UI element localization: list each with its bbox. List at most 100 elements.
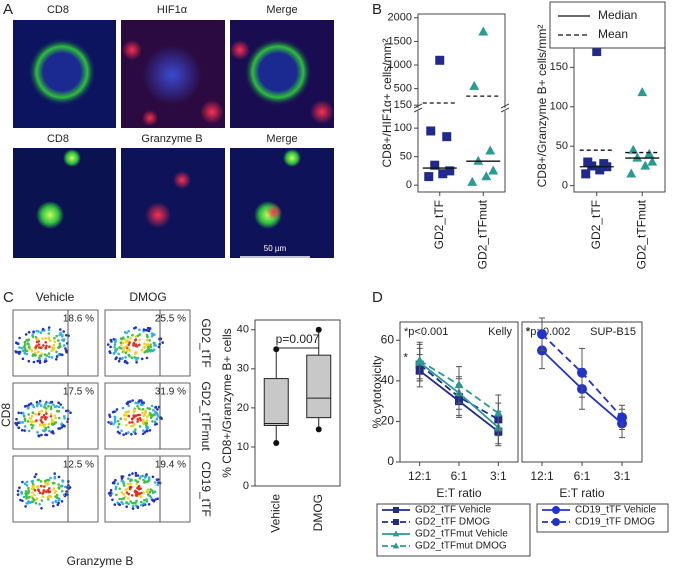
flow-dot [32, 330, 35, 334]
flow-dot [141, 432, 145, 436]
marker [393, 507, 399, 513]
axis-label: GD2_tTF [589, 200, 603, 249]
flow-dot [117, 359, 121, 363]
flow-dot [114, 485, 118, 489]
legend-box [549, 1, 666, 49]
flow-dot [34, 336, 38, 339]
flow-dot [120, 429, 123, 433]
flow-dot [32, 500, 35, 503]
flow-dot [131, 507, 135, 510]
spot [122, 40, 142, 60]
flow-dot [31, 411, 35, 415]
legend-label: GD2_tTFmut Vehicle [415, 529, 508, 540]
y-tick-label: 150 [394, 99, 412, 111]
flow-dot [146, 407, 149, 410]
flow-dot [20, 411, 23, 415]
flow-dot [36, 359, 39, 363]
axis-label: GD2_tTFmut [475, 199, 489, 269]
flow-dot [112, 352, 116, 355]
flow-dot [127, 431, 130, 434]
flow-dot [149, 416, 153, 420]
y-tick-label: 100 [550, 101, 568, 113]
flow-dot [19, 498, 22, 502]
y-tick-label: 500 [394, 83, 412, 95]
flow-dot [136, 334, 140, 338]
flow-dot [141, 418, 145, 422]
image-header: Merge [266, 4, 297, 16]
flow-dot [107, 492, 111, 495]
flow-dot [63, 417, 66, 420]
flow-dot [147, 476, 151, 479]
flow-dot [156, 497, 159, 501]
flow-dot [115, 356, 118, 359]
flow-dot [42, 413, 46, 417]
flow-dot [27, 346, 31, 349]
flow-dot [55, 496, 59, 499]
y-tick-label: 50 [556, 140, 568, 152]
axis-frame [254, 319, 341, 487]
flow-dot [116, 482, 120, 486]
flow-dot [128, 349, 132, 352]
flow-dot [36, 350, 40, 354]
flow-dot [38, 491, 42, 495]
flow-dot [153, 481, 157, 484]
marker [435, 55, 445, 65]
flow-dot [57, 483, 60, 486]
image [121, 148, 225, 258]
flow-dot [52, 488, 56, 491]
flow-dot [49, 339, 52, 343]
flow-dot [148, 327, 151, 331]
flow-dot [16, 493, 20, 496]
flow-dot [55, 334, 58, 338]
legend-label: CD19_tTF DMOG [575, 517, 655, 528]
flow-dot [52, 346, 56, 350]
axis-break [413, 103, 510, 113]
flow-dot [151, 420, 154, 423]
flow-dot [29, 501, 32, 504]
flow-dot [47, 332, 51, 335]
flow-dot [152, 348, 156, 352]
flow-dot [57, 401, 60, 405]
flow-dot [138, 328, 141, 332]
flow-dot [50, 412, 53, 416]
x-tick-label: 6:1 [451, 469, 468, 483]
flow-dot [20, 346, 24, 350]
flow-dot [54, 499, 57, 503]
flow-dot [43, 489, 46, 492]
flow-dot [50, 349, 53, 352]
flow-dot [115, 408, 119, 411]
flow-dot [122, 493, 125, 496]
flow-dot [127, 414, 131, 418]
axis-frame [417, 13, 506, 193]
flow-dot [25, 349, 29, 353]
panel-label: B [372, 1, 382, 18]
marker [595, 165, 605, 175]
flow-dot [113, 420, 117, 424]
marker [445, 166, 455, 176]
flow-dot [59, 403, 62, 406]
flow-dot [147, 503, 151, 506]
flow-dot [142, 502, 146, 505]
flow-dot [25, 352, 29, 356]
flow-plot [104, 309, 191, 377]
cell-line: SUP-B15 [590, 326, 636, 338]
flow-dot [59, 331, 62, 335]
flow-dot [142, 414, 146, 418]
flow-dot [136, 474, 140, 477]
flow-dot [35, 400, 39, 404]
flow-dot [139, 475, 143, 478]
flow-dot [51, 481, 55, 485]
flow-dot [147, 345, 150, 349]
flow-dot [136, 420, 139, 423]
spot [310, 100, 334, 124]
spot [142, 110, 158, 126]
flow-dot [50, 401, 53, 404]
flow-dot [128, 473, 131, 477]
flow-dot [16, 421, 20, 425]
flow-dot [47, 482, 50, 486]
cell-line: Kelly [488, 326, 512, 338]
marker [430, 160, 440, 170]
flow-dot [147, 413, 150, 417]
flow-dot [113, 416, 117, 420]
marker [632, 152, 643, 162]
